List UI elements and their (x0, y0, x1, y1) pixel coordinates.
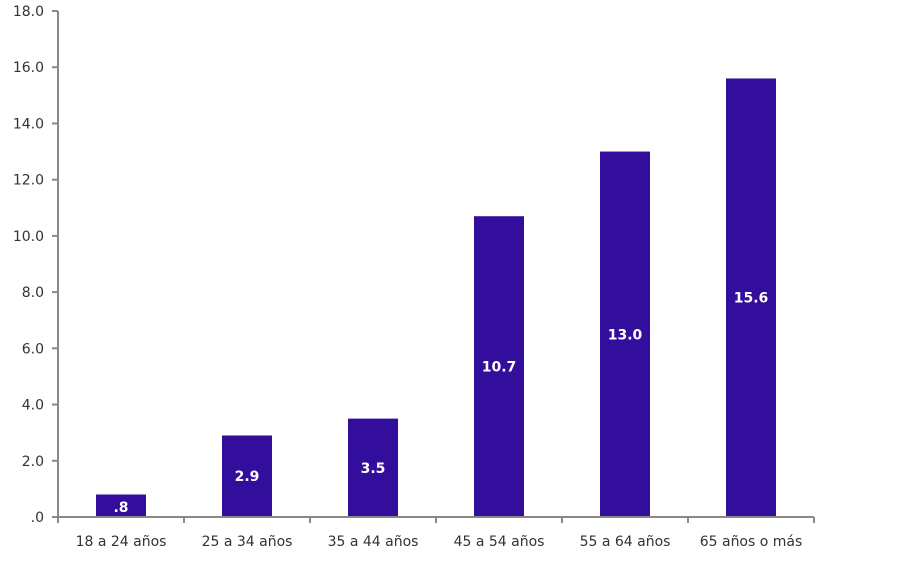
data-label: 10.7 (482, 360, 517, 376)
x-tick-label: 45 a 54 años (454, 534, 545, 550)
bar (348, 418, 398, 517)
x-tick-label: 65 años o más (700, 534, 803, 550)
data-label: .8 (113, 500, 128, 516)
y-tick-label: .0 (31, 510, 44, 526)
data-label: 3.5 (361, 461, 386, 477)
y-tick-label: 18.0 (13, 4, 44, 20)
bar (222, 435, 272, 517)
x-tick-label: 18 a 24 años (76, 534, 167, 550)
bar (726, 78, 776, 517)
y-tick-label: 16.0 (13, 60, 44, 76)
x-tick-label: 25 a 34 años (202, 534, 293, 550)
y-tick-label: 10.0 (13, 229, 44, 245)
y-tick-label: 12.0 (13, 173, 44, 189)
y-tick-label: 2.0 (22, 454, 44, 470)
x-tick-label: 35 a 44 años (328, 534, 419, 550)
x-tick-label: 55 a 64 años (580, 534, 671, 550)
y-tick-label: 8.0 (22, 285, 44, 301)
y-tick-label: 14.0 (13, 116, 44, 132)
bar (474, 216, 524, 517)
y-tick-label: 6.0 (22, 341, 44, 357)
data-label: 15.6 (734, 291, 769, 307)
data-label: 2.9 (235, 469, 260, 485)
bar (96, 494, 146, 517)
data-label: 13.0 (608, 327, 643, 343)
y-tick-label: 4.0 (22, 398, 44, 414)
bar (600, 151, 650, 518)
